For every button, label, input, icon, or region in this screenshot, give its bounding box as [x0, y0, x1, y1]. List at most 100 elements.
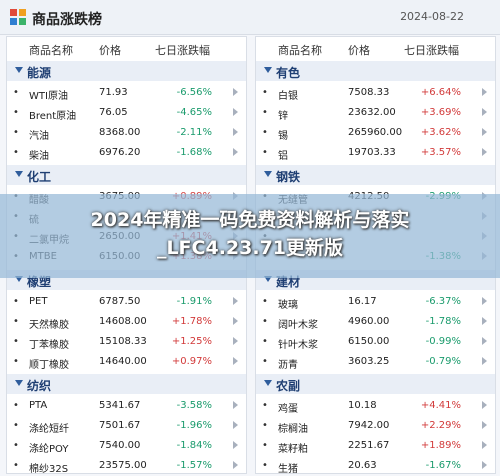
seven-day-change: +0.97% — [171, 356, 212, 367]
chevron-right-icon — [233, 337, 238, 345]
commodity-row[interactable]: • 锡 265960.00 +3.62% — [256, 123, 495, 143]
section-header[interactable]: 有色 — [256, 61, 495, 81]
chevron-right-icon — [482, 337, 487, 345]
section-1: 有色 • 白银 7508.33 +6.64% • 锌 23632.00 +3.69% • 锡 2659… — [256, 61, 495, 163]
commodity-row[interactable]: • 针叶木浆 6150.00 -0.99% — [256, 332, 495, 352]
commodity-row[interactable]: • 阔叶木浆 4960.00 -1.78% — [256, 312, 495, 332]
commodity-price: 20.63 — [348, 460, 377, 471]
commodity-row[interactable]: • 柴油 6976.20 -1.68% — [7, 143, 246, 163]
seven-day-change: -1.96% — [176, 420, 212, 431]
commodity-name: 锌 — [278, 111, 288, 122]
chevron-right-icon — [233, 108, 238, 116]
chevron-right-icon — [233, 88, 238, 96]
commodity-row[interactable]: • 生猪 20.63 -1.67% — [256, 456, 495, 476]
commodity-name: 针叶木浆 — [278, 340, 318, 351]
commodity-row[interactable]: • 玻璃 16.17 -6.37% — [256, 292, 495, 312]
commodity-name: 锡 — [278, 131, 288, 142]
column-header-name: 商品名称 — [29, 44, 73, 57]
bullet-icon: • — [13, 356, 19, 367]
chevron-right-icon — [482, 108, 487, 116]
commodity-price: 14640.00 — [99, 356, 147, 367]
section-header[interactable]: 能源 — [7, 61, 246, 81]
seven-day-change: +1.89% — [420, 440, 461, 451]
bullet-icon: • — [13, 316, 19, 327]
commodity-name: PET — [29, 296, 48, 307]
seven-day-change: +2.29% — [420, 420, 461, 431]
commodity-row[interactable]: • PTA 5341.67 -3.58% — [7, 396, 246, 416]
section-header[interactable]: 纺织 — [7, 374, 246, 394]
commodity-row[interactable]: • PET 6787.50 -1.91% — [7, 292, 246, 312]
commodity-row[interactable]: • 涤纶POY 7540.00 -1.84% — [7, 436, 246, 456]
commodity-row[interactable]: • 沥青 3603.25 -0.79% — [256, 352, 495, 372]
banner-text: 2024年精准一码免费资料解析与落实 _LFC4.23.71更新版 — [0, 206, 500, 262]
commodity-name: 阔叶木浆 — [278, 320, 318, 331]
commodity-row[interactable]: • Brent原油 76.05 -4.65% — [7, 103, 246, 123]
chevron-right-icon — [233, 297, 238, 305]
section-title: 钢铁 — [276, 170, 301, 184]
commodity-price: 8368.00 — [99, 127, 141, 138]
banner-line-2: _LFC4.23.71更新版 — [156, 237, 344, 259]
seven-day-change: +3.62% — [420, 127, 461, 138]
section-header[interactable]: 钢铁 — [256, 165, 495, 185]
bullet-icon: • — [13, 400, 19, 411]
commodity-row[interactable]: • 汽油 8368.00 -2.11% — [7, 123, 246, 143]
commodity-price: 5341.67 — [99, 400, 141, 411]
column-header-name: 商品名称 — [278, 44, 322, 57]
seven-day-change: -1.68% — [176, 147, 212, 158]
commodity-row[interactable]: • 白银 7508.33 +6.64% — [256, 83, 495, 103]
section-header[interactable]: 化工 — [7, 165, 246, 185]
bullet-icon: • — [262, 147, 268, 158]
bullet-icon: • — [262, 460, 268, 471]
bullet-icon: • — [13, 127, 19, 138]
column-header-change: 七日涨跌幅 — [155, 44, 210, 57]
commodity-row[interactable]: • WTI原油 71.93 -6.56% — [7, 83, 246, 103]
commodity-name: 菜籽粕 — [278, 444, 308, 455]
section-4: 农副 • 鸡蛋 10.18 +4.41% • 棕榈油 7942.00 +2.29% • 菜籽粕 225… — [256, 374, 495, 476]
commodity-row[interactable]: • 铝 19703.33 +3.57% — [256, 143, 495, 163]
seven-day-change: -0.79% — [425, 356, 461, 367]
commodity-row[interactable]: • 天然橡胶 14608.00 +1.78% — [7, 312, 246, 332]
chevron-right-icon — [233, 421, 238, 429]
bullet-icon: • — [262, 356, 268, 367]
bullet-icon: • — [262, 296, 268, 307]
watermark-banner — [0, 194, 500, 278]
section-title: 建材 — [276, 275, 301, 289]
chevron-right-icon — [233, 401, 238, 409]
commodity-row[interactable]: • 涤纶短纤 7501.67 -1.96% — [7, 416, 246, 436]
bullet-icon: • — [262, 316, 268, 327]
bullet-icon: • — [13, 440, 19, 451]
chevron-right-icon — [482, 88, 487, 96]
commodity-name: 沥青 — [278, 360, 298, 371]
logo-icon — [10, 9, 26, 25]
section-title: 农副 — [276, 379, 301, 393]
commodity-row[interactable]: • 菜籽粕 2251.67 +1.89% — [256, 436, 495, 456]
bullet-icon: • — [262, 440, 268, 451]
seven-day-change: +6.64% — [420, 87, 461, 98]
commodity-name: 汽油 — [29, 131, 49, 142]
collapse-triangle-icon — [15, 67, 23, 73]
chevron-right-icon — [233, 148, 238, 156]
chevron-right-icon — [482, 401, 487, 409]
bullet-icon: • — [262, 400, 268, 411]
commodity-price: 6976.20 — [99, 147, 141, 158]
section-title: 有色 — [276, 66, 301, 80]
section-header[interactable]: 农副 — [256, 374, 495, 394]
seven-day-change: -0.99% — [425, 336, 461, 347]
seven-day-change: +3.69% — [420, 107, 461, 118]
date-label: 2024-08-22 — [400, 10, 464, 23]
chevron-right-icon — [482, 421, 487, 429]
commodity-row[interactable]: • 鸡蛋 10.18 +4.41% — [256, 396, 495, 416]
section-title: 能源 — [27, 66, 52, 80]
commodity-row[interactable]: • 棉纱32S 23575.00 -1.57% — [7, 456, 246, 476]
commodity-price: 7501.67 — [99, 420, 141, 431]
commodity-row[interactable]: • 锌 23632.00 +3.69% — [256, 103, 495, 123]
commodity-row[interactable]: • 丁苯橡胶 15108.33 +1.25% — [7, 332, 246, 352]
commodity-name: 天然橡胶 — [29, 320, 69, 331]
commodity-row[interactable]: • 顺丁橡胶 14640.00 +0.97% — [7, 352, 246, 372]
seven-day-change: +1.78% — [171, 316, 212, 327]
commodity-price: 2251.67 — [348, 440, 390, 451]
collapse-triangle-icon — [264, 171, 272, 177]
commodity-row[interactable]: • 棕榈油 7942.00 +2.29% — [256, 416, 495, 436]
seven-day-change: -1.67% — [425, 460, 461, 471]
column-header: 商品名称 价格 七日涨跌幅 — [256, 37, 495, 59]
